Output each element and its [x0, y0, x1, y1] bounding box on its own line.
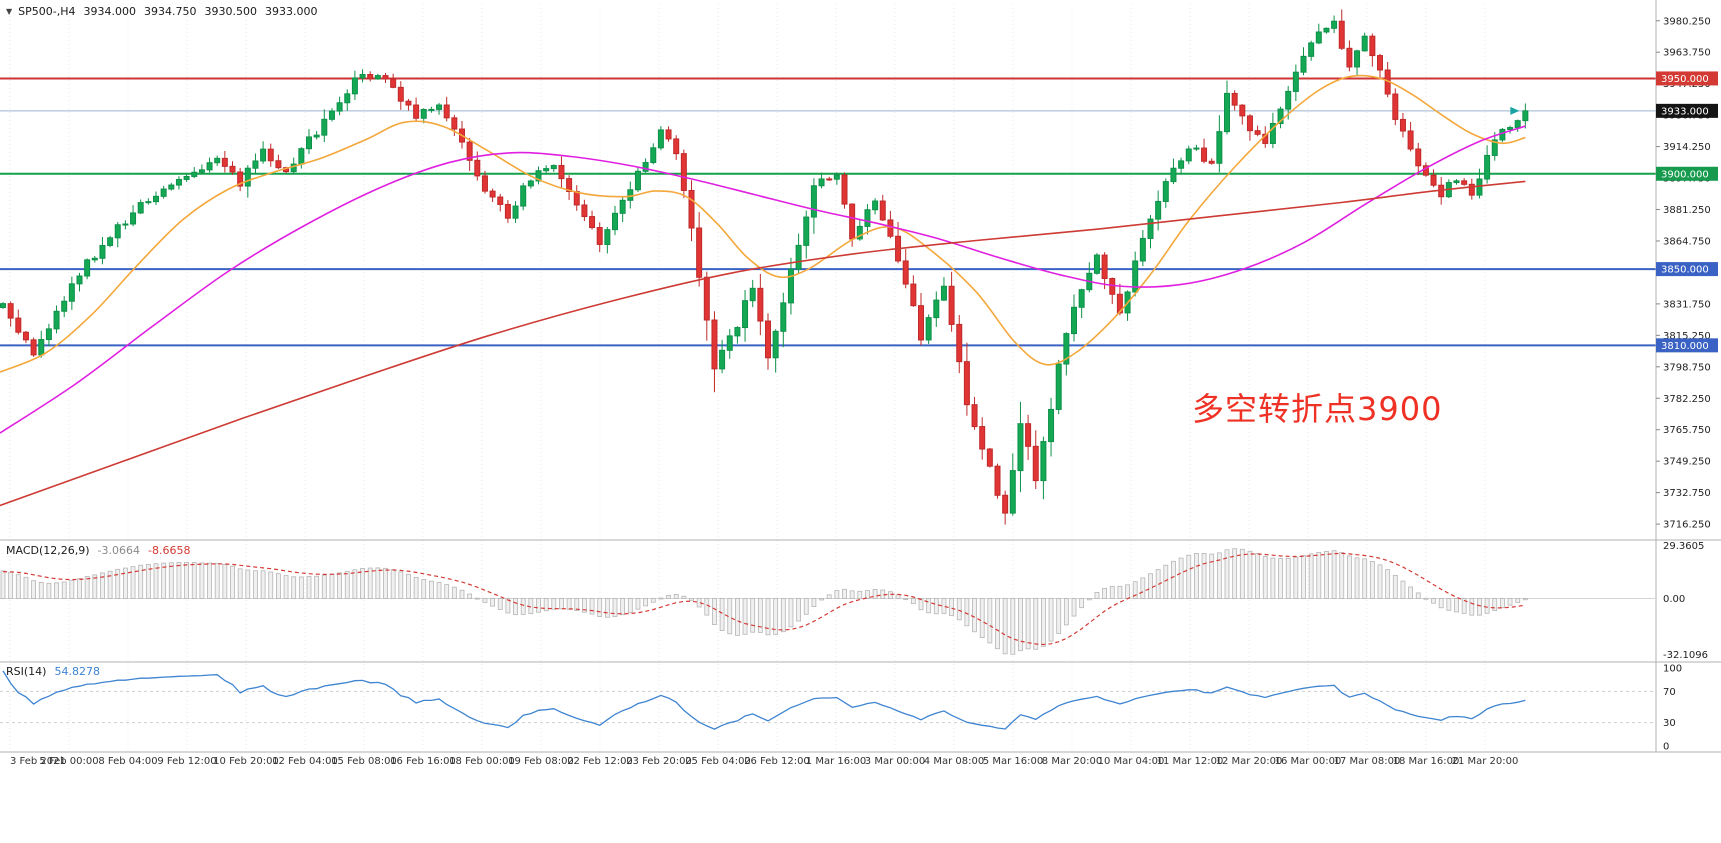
- svg-text:8 Feb 04:00: 8 Feb 04:00: [98, 756, 157, 767]
- price-tag-3950.000[interactable]: 3950.000: [1656, 71, 1718, 86]
- macd-main-value: -3.0664: [97, 544, 141, 557]
- macd-label: MACD(12,26,9): [6, 544, 90, 557]
- svg-text:12 Mar 20:00: 12 Mar 20:00: [1216, 756, 1283, 767]
- svg-text:4 Mar 08:00: 4 Mar 08:00: [924, 756, 984, 767]
- svg-text:16 Feb 16:00: 16 Feb 16:00: [390, 756, 456, 767]
- macd-signal-line: [2, 552, 1526, 646]
- svg-text:18 Feb 00:00: 18 Feb 00:00: [449, 756, 515, 767]
- svg-text:3 Feb 2021: 3 Feb 2021: [10, 756, 66, 767]
- svg-text:3765.750: 3765.750: [1663, 425, 1711, 436]
- svg-text:5 Feb 00:00: 5 Feb 00:00: [39, 756, 98, 767]
- macd-axis-ticks: 29.3605 0.00 -32.1096: [1663, 541, 1708, 661]
- svg-text:3798.750: 3798.750: [1663, 362, 1711, 373]
- chevron-down-icon[interactable]: ▼: [6, 7, 13, 16]
- macd-histogram: [0, 548, 1528, 655]
- ohlc-close: 3933.000: [265, 5, 318, 18]
- svg-text:0.00: 0.00: [1663, 594, 1685, 605]
- svg-text:5 Mar 16:00: 5 Mar 16:00: [983, 756, 1043, 767]
- macd-header: MACD(12,26,9) -3.0664 -8.6658: [6, 544, 190, 557]
- ma-slow-red: [0, 180, 1526, 507]
- svg-text:19 Feb 08:00: 19 Feb 08:00: [508, 756, 574, 767]
- chart-header: ▼ SP500-,H4 3934.000 3934.750 3930.500 3…: [6, 5, 318, 18]
- rsi-label: RSI(14): [6, 665, 47, 678]
- svg-text:70: 70: [1663, 687, 1676, 698]
- svg-text:12 Feb 04:00: 12 Feb 04:00: [272, 756, 338, 767]
- ohlc-open: 3934.000: [83, 5, 137, 18]
- svg-text:3815.250: 3815.250: [1663, 331, 1711, 342]
- svg-text:1 Mar 16:00: 1 Mar 16:00: [806, 756, 866, 767]
- price-tag-3810.000[interactable]: 3810.000: [1656, 338, 1718, 353]
- rsi-axis-ticks: 100 70 30 0: [1663, 664, 1682, 753]
- svg-text:3864.750: 3864.750: [1663, 236, 1711, 247]
- svg-text:0: 0: [1663, 742, 1669, 753]
- ma-fast-orange: [0, 74, 1526, 373]
- svg-text:3933.000: 3933.000: [1661, 106, 1709, 117]
- svg-text:29.3605: 29.3605: [1663, 541, 1704, 552]
- candlestick-series: [0, 9, 1529, 525]
- svg-text:17 Mar 08:00: 17 Mar 08:00: [1334, 756, 1401, 767]
- svg-text:11 Mar 12:00: 11 Mar 12:00: [1157, 756, 1224, 767]
- svg-text:26 Feb 12:00: 26 Feb 12:00: [744, 756, 810, 767]
- svg-text:15 Feb 08:00: 15 Feb 08:00: [331, 756, 397, 767]
- symbol-timeframe: SP500-,H4: [18, 5, 76, 18]
- svg-text:18 Mar 16:00: 18 Mar 16:00: [1393, 756, 1460, 767]
- grid-vertical: [9, 4, 1486, 752]
- rsi-header: RSI(14) 54.8278: [6, 665, 100, 678]
- svg-text:22 Feb 12:00: 22 Feb 12:00: [567, 756, 633, 767]
- svg-text:30: 30: [1663, 718, 1676, 729]
- svg-text:3716.250: 3716.250: [1663, 520, 1711, 531]
- svg-text:21 Mar 20:00: 21 Mar 20:00: [1452, 756, 1519, 767]
- svg-text:23 Feb 20:00: 23 Feb 20:00: [626, 756, 692, 767]
- bid-price-tag: 3933.000: [1656, 103, 1718, 118]
- svg-text:3732.750: 3732.750: [1663, 488, 1711, 499]
- macd-signal-value: -8.6658: [148, 544, 191, 557]
- svg-text:3980.250: 3980.250: [1663, 16, 1711, 27]
- svg-text:3810.000: 3810.000: [1661, 341, 1709, 352]
- svg-text:3782.250: 3782.250: [1663, 394, 1711, 405]
- svg-text:3831.750: 3831.750: [1663, 299, 1711, 310]
- svg-text:3850.000: 3850.000: [1661, 265, 1709, 276]
- rsi-line: [2, 670, 1526, 730]
- svg-text:3914.250: 3914.250: [1663, 142, 1711, 153]
- svg-text:3 Mar 00:00: 3 Mar 00:00: [865, 756, 925, 767]
- svg-text:100: 100: [1663, 664, 1682, 675]
- trade-arrow-icon: [1510, 106, 1520, 115]
- svg-text:16 Mar 00:00: 16 Mar 00:00: [1275, 756, 1342, 767]
- price-tag-3900.000[interactable]: 3900.000: [1656, 166, 1718, 181]
- svg-text:3749.250: 3749.250: [1663, 457, 1711, 468]
- annotation-text[interactable]: 多空转折点3900: [1192, 390, 1443, 428]
- svg-text:8 Mar 20:00: 8 Mar 20:00: [1042, 756, 1102, 767]
- svg-text:9 Feb 12:00: 9 Feb 12:00: [157, 756, 216, 767]
- svg-text:25 Feb 04:00: 25 Feb 04:00: [685, 756, 751, 767]
- ohlc-low: 3930.500: [204, 5, 258, 18]
- svg-text:10 Mar 04:00: 10 Mar 04:00: [1098, 756, 1165, 767]
- ohlc-high: 3934.750: [144, 5, 197, 18]
- rsi-value: 54.8278: [54, 665, 100, 678]
- svg-text:10 Feb 20:00: 10 Feb 20:00: [213, 756, 279, 767]
- svg-text:3963.750: 3963.750: [1663, 48, 1711, 59]
- svg-text:3900.000: 3900.000: [1661, 169, 1709, 180]
- svg-text:3881.250: 3881.250: [1663, 205, 1711, 216]
- svg-text:3950.000: 3950.000: [1661, 74, 1709, 85]
- svg-text:-32.1096: -32.1096: [1663, 650, 1708, 661]
- ma-mid-magenta: [0, 125, 1526, 434]
- price-tag-3850.000[interactable]: 3850.000: [1656, 262, 1718, 277]
